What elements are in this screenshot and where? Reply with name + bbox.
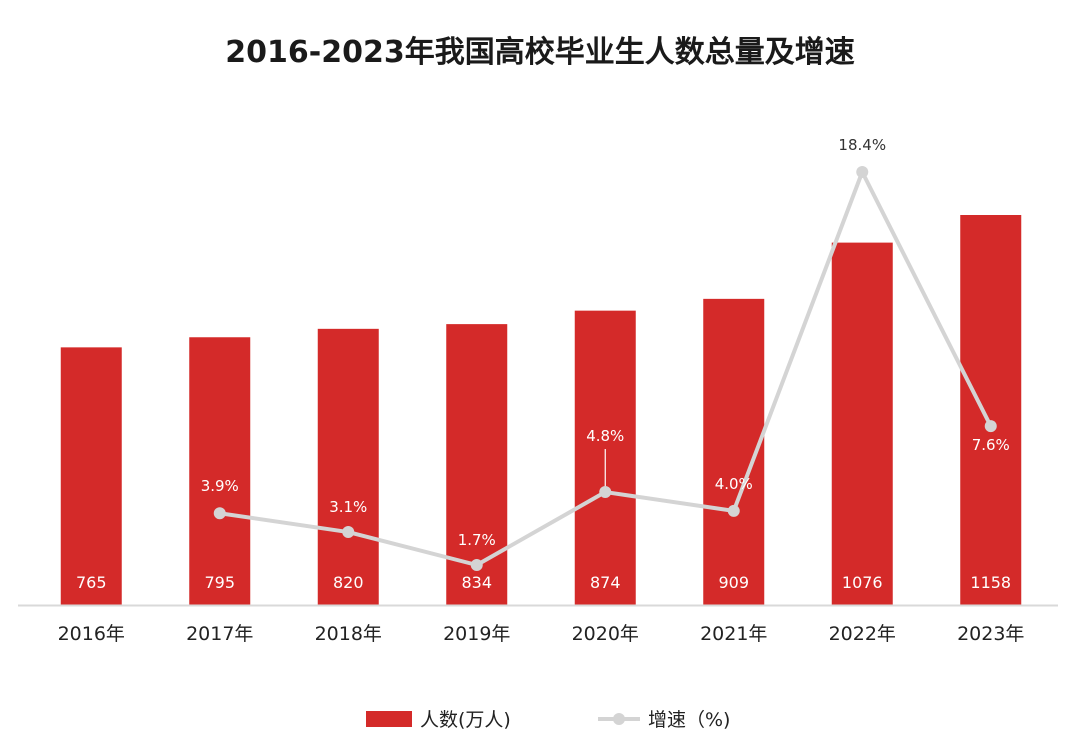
bar-value-label: 874: [590, 573, 621, 592]
x-tick-label: 2020年: [572, 623, 639, 645]
growth-value-label: 1.7%: [458, 531, 496, 549]
bar-6: [831, 242, 893, 605]
growth-value-label: 18.4%: [838, 136, 886, 154]
legend: 人数(万人) 增速（%): [366, 709, 730, 731]
growth-point-2: [342, 526, 355, 539]
x-tick-label: 2018年: [315, 623, 382, 645]
growth-point-3: [470, 559, 483, 571]
growth-point-7: [984, 420, 997, 433]
growth-value-label: 3.9%: [201, 477, 239, 495]
growth-point-4: [599, 486, 612, 499]
bar-value-label: 834: [461, 573, 492, 592]
x-axis: 2016年 2017年 2018年 2019年 2020年 2021年 2022年 2023年: [18, 604, 1058, 645]
growth-point-1: [213, 507, 226, 520]
growth-value-label: 4.0%: [715, 475, 753, 493]
bars-layer: 765 795 820 834 874 909 1076 1158: [60, 215, 1022, 605]
x-tick-label: 2019年: [443, 623, 510, 645]
chart-title: 2016-2023年我国高校毕业生人数总量及增速: [225, 35, 854, 70]
legend-bar-swatch: [366, 711, 412, 727]
x-tick-label: 2021年: [700, 623, 767, 645]
legend-bar-label: 人数(万人): [420, 709, 511, 731]
bar-0: [60, 347, 122, 605]
bar-value-label: 820: [333, 573, 364, 592]
bar-value-label: 1158: [970, 573, 1011, 592]
bar-7: [960, 215, 1022, 605]
x-tick-label: 2023年: [957, 623, 1024, 645]
bar-2: [317, 328, 379, 605]
growth-value-label: 4.8%: [586, 427, 624, 445]
growth-line-layer: 3.9% 3.1% 1.7% 4.8% 4.0% 18.4% 7.6%: [201, 136, 1010, 571]
legend-line-label: 增速（%): [648, 709, 730, 731]
growth-point-5: [727, 504, 740, 517]
bar-1: [189, 337, 251, 605]
bar-value-label: 1076: [842, 573, 883, 592]
x-tick-label: 2017年: [186, 623, 253, 645]
growth-value-label: 3.1%: [329, 498, 367, 516]
bar-value-label: 909: [718, 573, 749, 592]
x-tick-label: 2016年: [58, 623, 125, 645]
x-tick-label: 2022年: [829, 623, 896, 645]
growth-value-label: 7.6%: [972, 436, 1010, 454]
legend-line-marker: [613, 713, 625, 725]
bar-value-label: 765: [76, 573, 107, 592]
growth-point-6: [856, 166, 869, 178]
bar-value-label: 795: [204, 573, 235, 592]
